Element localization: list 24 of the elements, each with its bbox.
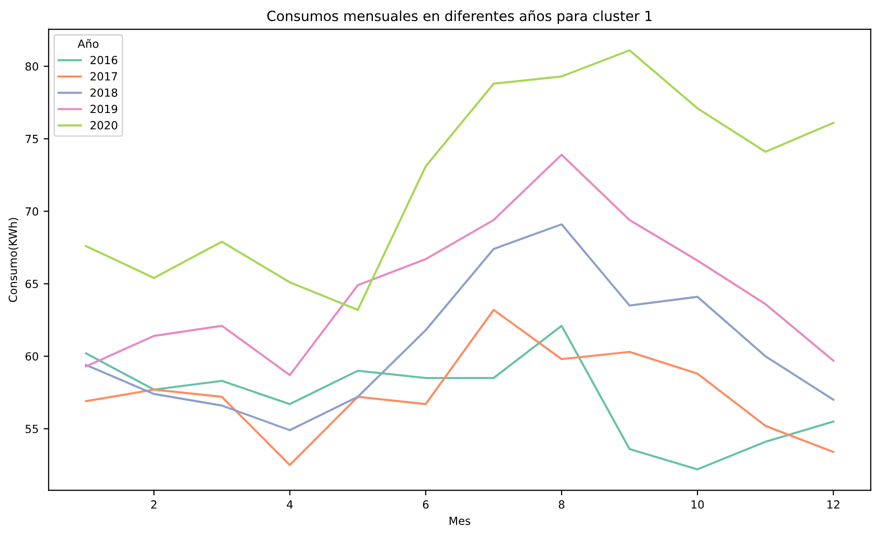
legend-label: 2017	[90, 72, 118, 81]
legend-label: 2019	[90, 104, 118, 114]
x-axis-title: Mes	[450, 516, 470, 525]
y-tick-label: 70	[26, 207, 38, 216]
y-tick-label: 65	[26, 280, 38, 288]
chart-title: Consumos mensuales en diferentes años para cluster 1	[267, 10, 652, 24]
legend-label: 2018	[90, 88, 118, 97]
x-tick-label: 4	[286, 500, 293, 509]
x-tick-label: 6	[422, 500, 429, 509]
legend-label: 2020	[90, 121, 118, 130]
legend-title: Año	[78, 39, 98, 48]
line-series	[84, 223, 834, 432]
x-tick-label: 2	[151, 500, 156, 509]
x-tick-label: 12	[828, 500, 840, 509]
x-tick-label: 8	[558, 500, 564, 509]
legend-label: 2016	[90, 56, 118, 64]
line-series	[84, 154, 834, 376]
y-tick-label: 75	[26, 134, 38, 144]
y-axis-title: Consumo(KWh)	[8, 218, 18, 302]
line-series	[84, 49, 834, 311]
x-tick-label: 10	[692, 500, 704, 509]
y-tick-label: 60	[26, 352, 38, 361]
y-tick-label: 80	[26, 62, 38, 71]
y-tick-label: 55	[26, 424, 38, 434]
